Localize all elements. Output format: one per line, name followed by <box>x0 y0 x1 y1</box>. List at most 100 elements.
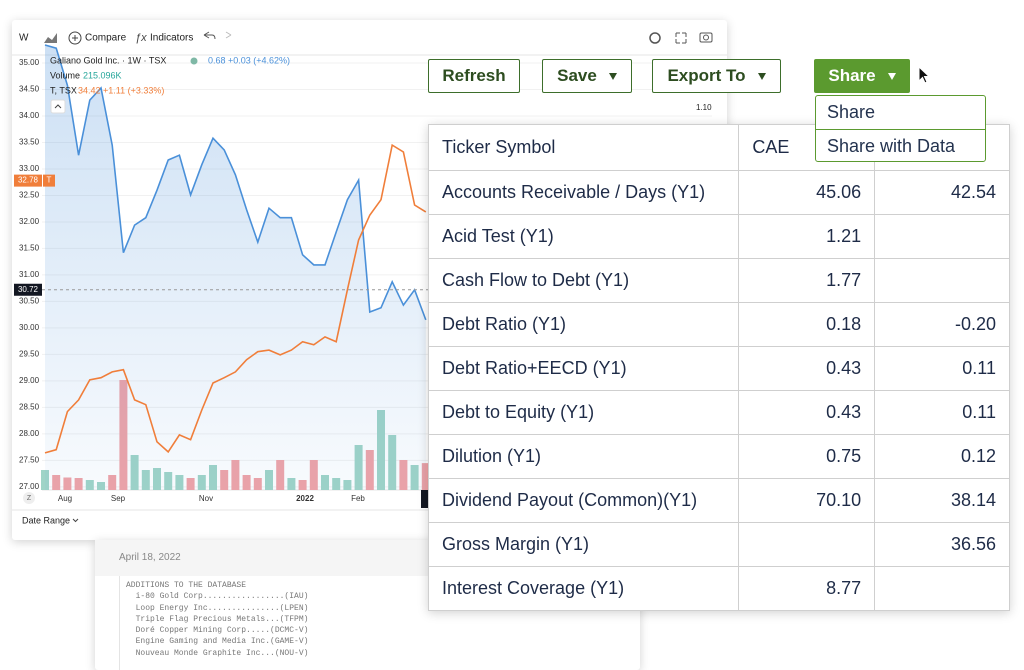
table-cell: 45.06 <box>738 170 876 215</box>
undo-icon[interactable] <box>203 31 216 40</box>
y-tick-label: 34.50 <box>19 85 40 94</box>
table-cell: 0.11 <box>874 390 1010 435</box>
table-cell <box>874 566 1010 611</box>
table-cell: 0.43 <box>738 346 876 391</box>
x-tick-label: Aug <box>58 494 72 503</box>
redo-icon[interactable] <box>225 31 232 39</box>
y-tick-label: 33.00 <box>19 164 40 173</box>
menu-item[interactable]: Share with Data <box>816 129 985 163</box>
table-row: Accounts Receivable / Days (Y1) 45.06 42.5… <box>427 170 1010 215</box>
table-cell: Accounts Receivable / Days (Y1) <box>427 170 740 215</box>
snapshot-lens <box>703 34 709 41</box>
table-cell: Dilution (Y1) <box>427 434 740 479</box>
compare-quote: 34.42 +1.11 (+3.33%) <box>78 85 164 95</box>
compare-button[interactable]: Compare <box>85 33 127 44</box>
table-cell: Cash Flow to Debt (Y1) <box>427 258 740 303</box>
share-button[interactable]: Share <box>814 59 910 93</box>
right-scale-label: 1.10 <box>696 103 712 112</box>
metrics-table: Ticker Symbol CAE Accounts Receivable / Da… <box>427 124 1010 611</box>
table-cell: 8.77 <box>738 566 876 611</box>
table-cell: Interest Coverage (Y1) <box>427 566 740 611</box>
y-tick-label: 27.00 <box>19 482 40 491</box>
y-tick-label: 30.00 <box>19 323 40 332</box>
menu-item[interactable]: Share <box>827 102 876 122</box>
table-cell: 0.43 <box>738 390 876 435</box>
y-tick-label: 31.50 <box>19 244 40 253</box>
newsletter-line: Doré Copper Mining Corp.....(DCMC-V) <box>126 626 309 636</box>
time-tag <box>421 490 431 508</box>
newsletter-line: i-80 Gold Corp.................(IAU) <box>126 592 309 602</box>
newsletter-line: Engine Gaming and Media Inc.(GAME-V) <box>126 637 309 647</box>
table-cell: 36.56 <box>874 522 1010 567</box>
volume-label: Volume <box>50 70 80 80</box>
table-cell: Debt Ratio+EECD (Y1) <box>427 346 740 391</box>
y-tick-label: 32.50 <box>19 191 40 200</box>
zoom-icon: Z <box>27 495 32 502</box>
snapshot-icon[interactable] <box>699 32 713 43</box>
table-cell: -0.20 <box>874 302 1010 347</box>
fullscreen-icon[interactable] <box>675 32 687 44</box>
newsletter-line: Triple Flag Precious Metals...(TFPM) <box>126 614 309 624</box>
y-tick-label: 29.50 <box>19 349 40 358</box>
compare-symbol: T, TSX <box>50 85 77 95</box>
table-cell: 70.10 <box>738 478 876 523</box>
mouse-cursor <box>918 66 931 84</box>
table-row: Debt Ratio+EECD (Y1) 0.43 0.11 <box>427 346 1010 391</box>
table-cell: Debt to Equity (Y1) <box>427 390 740 435</box>
x-tick-label: Nov <box>199 494 213 503</box>
price-area <box>45 45 426 490</box>
interval-button[interactable]: W <box>19 33 29 44</box>
caret <box>887 72 896 80</box>
table-cell: 0.12 <box>874 434 1010 479</box>
table-row: Gross Margin (Y1) 36.56 <box>427 522 1010 567</box>
table-cell: 0.75 <box>738 434 876 479</box>
table-row: Debt Ratio (Y1) 0.18 -0.20 <box>427 302 1010 347</box>
table-cell: 1.21 <box>738 214 876 259</box>
page: Financial metrics screen html,body{margi… <box>12 31 1010 670</box>
y-tick-label: 33.50 <box>19 138 40 147</box>
date-range-button[interactable]: Date Range <box>22 515 70 525</box>
price-tag <box>14 174 42 187</box>
date-range-caret <box>72 518 79 523</box>
table-cell: Ticker Symbol <box>427 124 740 171</box>
chart-type-icon[interactable] <box>44 33 57 43</box>
newsletter-line: Loop Energy Inc...............(LPEN) <box>126 603 309 613</box>
table-cell <box>874 214 1010 259</box>
x-tick-label: Feb <box>351 494 365 503</box>
settings-icon[interactable] <box>649 32 661 44</box>
table-cell <box>874 258 1010 303</box>
button-label: Export To <box>667 66 746 85</box>
newsletter-body: ADDITIONS TO THE DATABASE i-80 Gold Corp… <box>119 576 640 670</box>
metrics-table-card: Ticker Symbol CAE Accounts Receivable / Da… <box>427 124 1010 611</box>
legend-collapse[interactable] <box>50 99 66 114</box>
y-tick-label: 32.00 <box>19 217 40 226</box>
price-tag <box>14 283 42 296</box>
refresh-button[interactable]: Refresh <box>428 59 520 93</box>
save-button[interactable]: Save <box>542 59 632 93</box>
price-line <box>44 143 427 454</box>
price-tag-label: 30.72 <box>18 285 39 294</box>
table-row: Cash Flow to Debt (Y1) 1.77 <box>427 258 1010 303</box>
y-tick-label: 28.50 <box>19 402 40 411</box>
series-quote: 0.68 +0.03 (+4.62%) <box>208 55 290 65</box>
table-cell: 1.77 <box>738 258 876 303</box>
compare-icon-plus <box>72 35 78 41</box>
legend: Galiano Gold Inc. · 1W · TSX 0.68 +0.03 … <box>50 55 290 114</box>
price-tag-label: 32.78 <box>18 176 39 185</box>
table-cell: 0.11 <box>874 346 1010 391</box>
y-tick-label: 30.50 <box>19 297 40 306</box>
collapse-icon <box>54 104 62 109</box>
newsletter-line: ADDITIONS TO THE DATABASE <box>126 581 247 590</box>
export-button[interactable]: Export To <box>652 59 781 93</box>
indicators-button[interactable]: Indicators <box>150 33 193 44</box>
compare-icon[interactable] <box>68 31 82 45</box>
table-cell: Dividend Payout (Common)(Y1) <box>427 478 740 523</box>
table-cell: 38.14 <box>874 478 1010 523</box>
x-tick-label: 2022 <box>296 494 314 503</box>
table-row: Dividend Payout (Common)(Y1) 70.10 38.14 <box>427 478 1010 523</box>
zoom-button[interactable] <box>23 492 35 504</box>
x-tick-label: Sep <box>111 494 126 503</box>
indicators-icon[interactable]: ƒx <box>135 32 147 44</box>
y-tick-label: 31.00 <box>19 270 40 279</box>
table-cell: Debt Ratio (Y1) <box>427 302 740 347</box>
